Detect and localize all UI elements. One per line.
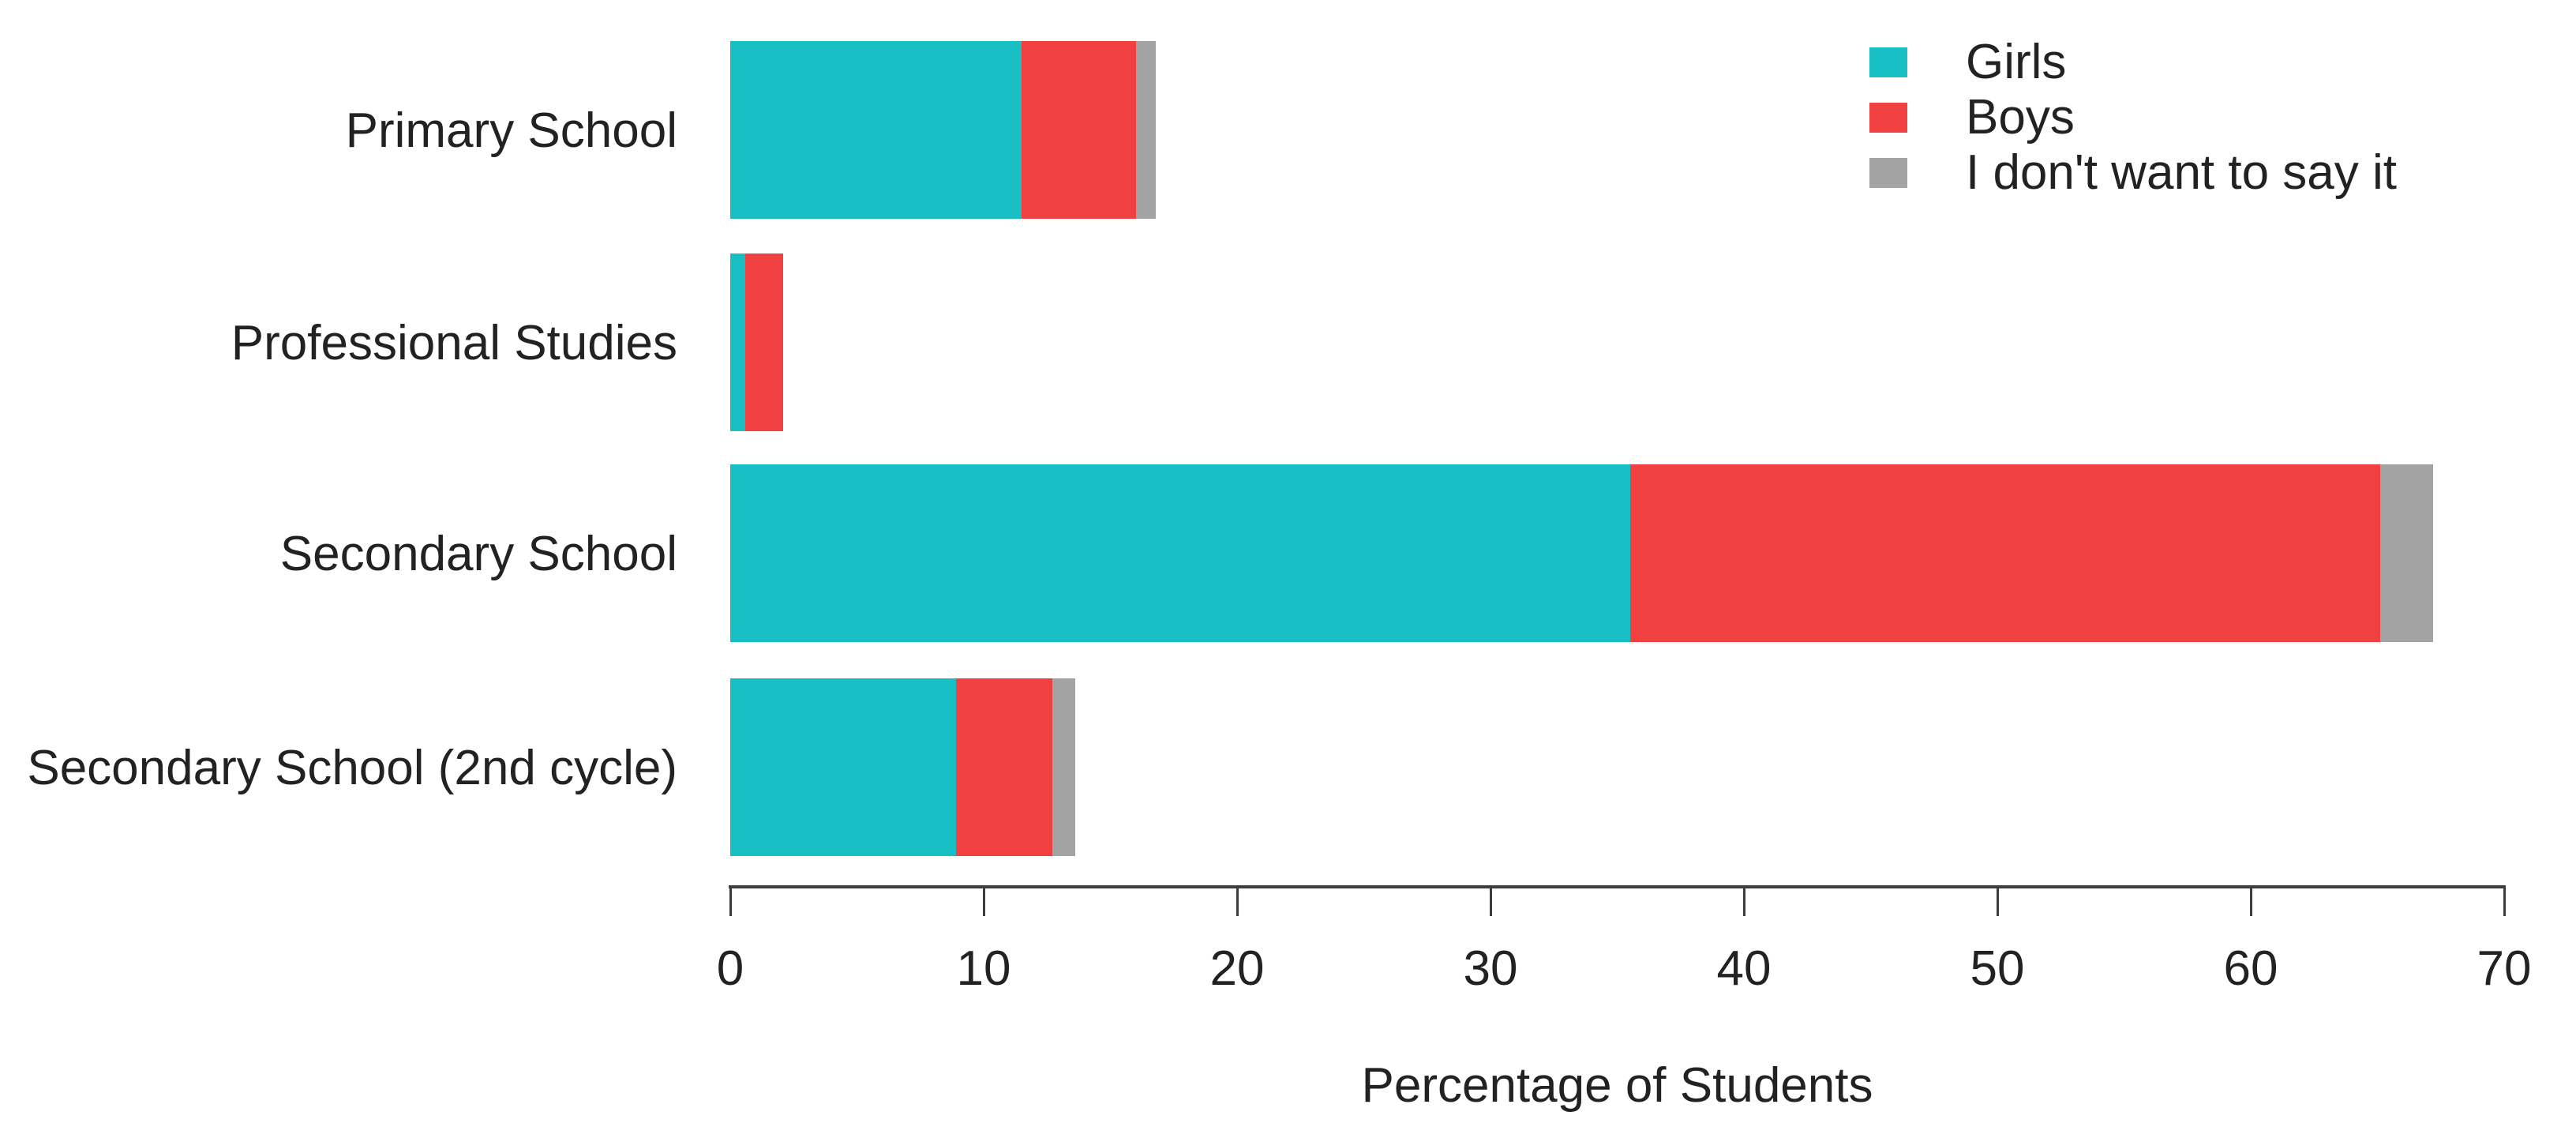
bar-segment-i-don-t-want-to-say-it [2379, 464, 2434, 642]
bar-segment-girls [730, 41, 1022, 219]
category-label: Primary School [345, 103, 677, 158]
legend-item-boys: Boys [1869, 90, 2397, 145]
x-axis-title: Percentage of Students [1361, 1058, 1873, 1113]
x-tick-label: 0 [716, 941, 744, 996]
bar-segment-girls [730, 464, 1630, 642]
legend-label: I don't want to say it [1966, 145, 2398, 200]
x-tick-label: 40 [1716, 941, 1772, 996]
x-tick-mark [982, 885, 985, 916]
bar-segment-boys [1629, 464, 2380, 642]
x-tick-mark [1996, 885, 1999, 916]
bar-segment-boys [955, 678, 1052, 856]
bar-segment-boys [1022, 41, 1136, 219]
x-tick-label: 60 [2223, 941, 2278, 996]
x-tick-label: 20 [1209, 941, 1265, 996]
x-tick-label: 10 [956, 941, 1011, 996]
x-tick-label: 30 [1463, 941, 1518, 996]
bar-segment-girls [730, 678, 956, 856]
x-tick-mark [2249, 885, 2252, 916]
bar-segment-boys [745, 254, 784, 431]
x-tick-label: 70 [2477, 941, 2532, 996]
bar-segment-i-don-t-want-to-say-it [1052, 678, 1075, 856]
legend-swatch-girls [1869, 47, 1907, 77]
legend-item-girls: Girls [1869, 35, 2397, 90]
legend-swatch-i-don-t-want-to-say-it [1869, 158, 1907, 188]
legend-swatch-boys [1869, 103, 1907, 133]
x-tick-label: 50 [1970, 941, 2025, 996]
legend-item-i-don-t-want-to-say-it: I don't want to say it [1869, 145, 2397, 201]
x-axis-line [729, 885, 2506, 888]
legend-label: Boys [1966, 90, 2075, 145]
bar-segment-i-don-t-want-to-say-it [1135, 41, 1157, 219]
x-tick-mark [1489, 885, 1492, 916]
category-label: Secondary School (2nd cycle) [27, 740, 677, 795]
x-tick-mark [1236, 885, 1239, 916]
x-tick-mark [1742, 885, 1745, 916]
x-tick-mark [2503, 885, 2506, 916]
bar-segment-girls [730, 254, 746, 431]
legend-label: Girls [1966, 35, 2067, 89]
category-label: Professional Studies [231, 315, 677, 370]
x-tick-mark [729, 885, 732, 916]
category-label: Secondary School [279, 526, 677, 581]
legend: Girls Boys I don't want to say it [1869, 35, 2397, 201]
